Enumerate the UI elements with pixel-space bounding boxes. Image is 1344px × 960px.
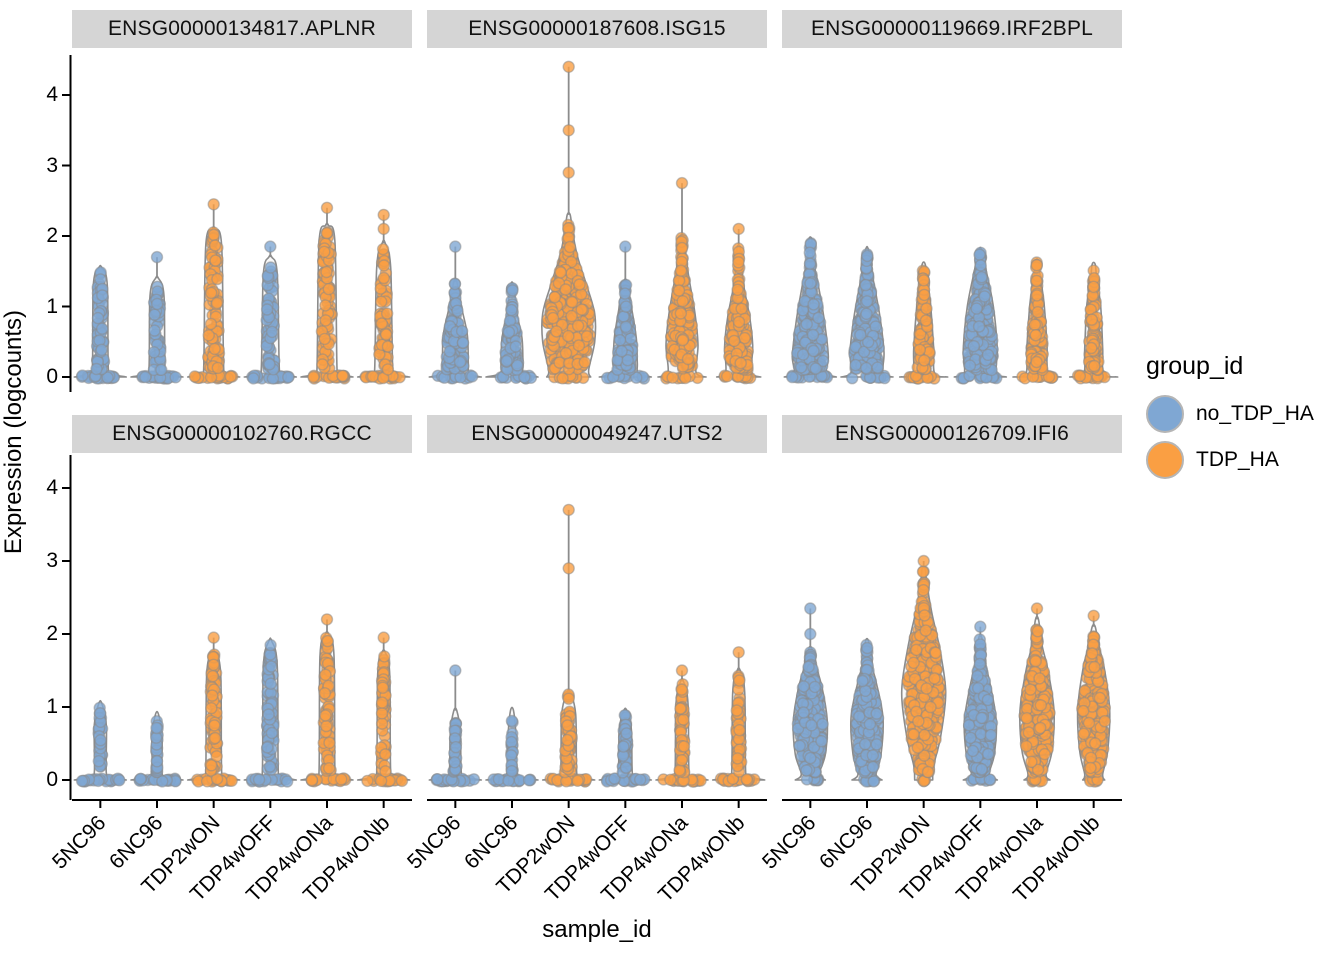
legend-entry: no_TDP_HA: [1146, 395, 1342, 433]
violin-6NC96: [130, 250, 184, 385]
violin-TDP2wON: [900, 554, 947, 788]
violin-5NC96: [73, 264, 128, 385]
violin-6NC96: [840, 245, 894, 385]
violin-6NC96: [485, 706, 539, 788]
violin-6NC96: [485, 281, 539, 385]
violin-TDP4wONb: [356, 208, 411, 385]
violin-TDP4wOFF: [598, 240, 653, 385]
facet-strip-label: ENSG00000134817.APLNR: [72, 10, 412, 48]
legend-entries: no_TDP_HA TDP_HA: [1146, 395, 1342, 479]
violin-TDP4wOFF: [953, 246, 1008, 385]
violin-6NC96: [130, 710, 184, 788]
violin-TDP4wONa: [655, 664, 709, 788]
violin-TDP4wOFF: [598, 707, 653, 788]
y-tick-label: 3: [46, 549, 58, 572]
violin-TDP4wONb: [715, 222, 762, 385]
violin-5NC96: [428, 664, 483, 788]
violin-TDP4wONb: [1075, 609, 1112, 788]
x-axis-title: sample_id: [542, 916, 652, 943]
violin-TDP4wONa: [1018, 602, 1056, 788]
y-tick-label: 3: [46, 153, 58, 177]
legend-title: group_id: [1146, 352, 1244, 380]
violin-TDP2wON: [186, 198, 241, 385]
legend: group_id no_TDP_HA TDP_HA: [1146, 352, 1342, 487]
y-axis-title: Expression (logcounts): [0, 309, 27, 555]
violin-TDP4wONa: [300, 201, 354, 385]
violin-TDP4wONa: [300, 613, 354, 788]
y-tick-label: 4: [46, 476, 58, 499]
y-tick-label: 2: [46, 622, 58, 645]
y-tick-label: 2: [46, 224, 58, 247]
violin-TDP2wON: [186, 631, 241, 788]
violin-TDP4wOFF: [243, 637, 298, 788]
violin-6NC96: [850, 637, 885, 788]
legend-entry: TDP_HA: [1146, 441, 1342, 479]
violin-5NC96: [783, 236, 838, 384]
facet-strip-label: ENSG00000049247.UTS2: [427, 415, 767, 453]
legend-swatch-TDP_HA: [1146, 441, 1184, 479]
y-tick-label: 4: [46, 83, 58, 106]
y-tick-label: 1: [46, 695, 58, 718]
violin-TDP2wON: [541, 503, 596, 788]
y-tick-label: 0: [46, 365, 58, 388]
violin-TDP4wONb: [356, 631, 411, 788]
violin-5NC96: [791, 602, 829, 787]
legend-swatch-no_TDP_HA: [1146, 395, 1184, 433]
facet-strip-label: ENSG00000102760.RGCC: [72, 415, 412, 453]
violin-TDP2wON: [541, 60, 597, 385]
violin-5NC96: [428, 240, 483, 385]
y-tick-label: 0: [46, 768, 58, 791]
violin-TDP4wONb: [711, 646, 766, 788]
legend-entry-label: no_TDP_HA: [1196, 402, 1314, 425]
violin-5NC96: [73, 699, 128, 788]
facet-strip-label: ENSG00000187608.ISG15: [427, 10, 767, 48]
violin-TDP4wONa: [657, 176, 707, 385]
violin-TDP4wOFF: [243, 240, 298, 385]
y-tick-label: 1: [46, 294, 58, 318]
violin-TDP4wONb: [1068, 261, 1119, 385]
facet-strip-label: ENSG00000126709.IFI6: [782, 415, 1122, 453]
violin-TDP4wOFF: [962, 620, 999, 787]
violin-TDP2wON: [898, 261, 949, 385]
facet-strip-label: ENSG00000119669.IRF2BPL: [782, 10, 1122, 48]
legend-entry-label: TDP_HA: [1196, 448, 1279, 471]
violin-TDP4wONa: [1012, 256, 1062, 385]
